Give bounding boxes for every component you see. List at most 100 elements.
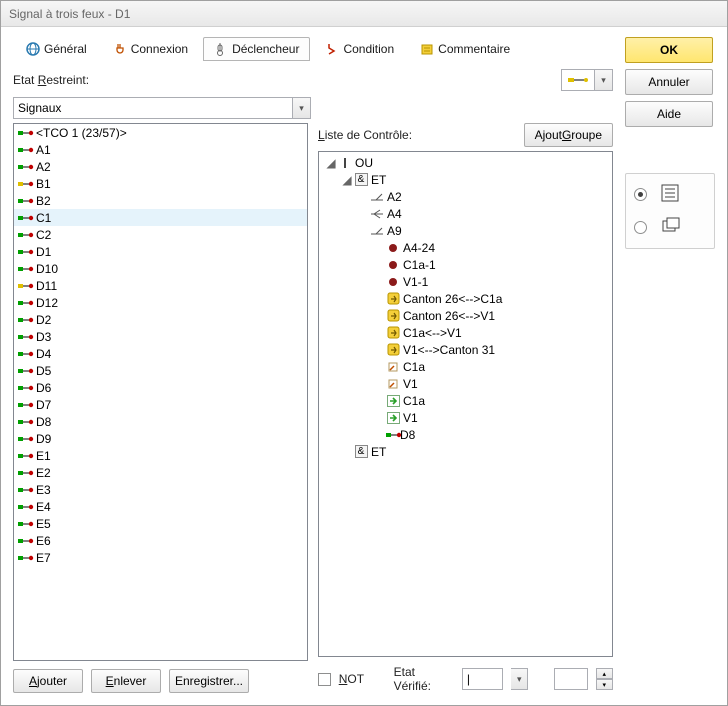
signal-item[interactable]: D12 [14,294,307,311]
signals-category-select[interactable]: Signaux [13,97,293,119]
signals-category-dropdown-button[interactable]: ▾ [293,97,311,119]
signal-item[interactable]: E4 [14,498,307,515]
tree-toggle-icon[interactable] [373,310,385,322]
signal-item[interactable]: D3 [14,328,307,345]
tree-item[interactable]: V1 [319,409,612,426]
tree-toggle-icon[interactable] [357,191,369,203]
signal-item-label: D7 [36,398,51,412]
tree-item[interactable]: C1a [319,358,612,375]
signal-item[interactable]: D2 [14,311,307,328]
signal-item[interactable]: D10 [14,260,307,277]
tree-toggle-icon[interactable] [373,327,385,339]
signal-item-label: D3 [36,330,51,344]
aide-button[interactable]: Aide [625,101,713,127]
signal-item[interactable]: D1 [14,243,307,260]
tree-item[interactable]: Canton 26<-->V1 [319,307,612,324]
signal-listbox[interactable]: <TCO 1 (23/57)>A1A2B1B2C1C2D1D10D11D12D2… [13,123,308,661]
tree-toggle-icon[interactable] [373,276,385,288]
tab-label: Commentaire [438,42,510,56]
tree-toggle-icon[interactable] [373,293,385,305]
tree-toggle-icon[interactable]: ◢ [325,157,337,169]
signal-icon [18,553,32,563]
tree-toggle-icon[interactable] [373,259,385,271]
spinner-up[interactable]: ▴ [596,668,613,679]
signal-item[interactable]: E5 [14,515,307,532]
tree-item[interactable]: ◢OU [319,154,612,171]
signal-item[interactable]: D7 [14,396,307,413]
spinner-down[interactable]: ▾ [596,679,613,690]
signal-item[interactable]: E1 [14,447,307,464]
signal-item[interactable]: B1 [14,175,307,192]
tree-item[interactable]: ◢&ET [319,171,612,188]
signal-item[interactable]: D9 [14,430,307,447]
tab-connexion[interactable]: Connexion [102,37,199,61]
signal-item[interactable]: D8 [14,413,307,430]
signal-item[interactable]: E2 [14,464,307,481]
tab-commentaire[interactable]: Commentaire [409,37,521,61]
enlever-button[interactable]: Enlever [91,669,161,693]
note-icon [420,42,434,56]
tree-item[interactable]: &ET [319,443,612,460]
signal-item[interactable]: A2 [14,158,307,175]
tree-toggle-icon[interactable] [373,344,385,356]
signal-item[interactable]: E6 [14,532,307,549]
tab-general[interactable]: Général [15,37,98,61]
option-row-2 [634,217,706,238]
tree-toggle-icon[interactable] [341,446,353,458]
signal-item[interactable]: D4 [14,345,307,362]
ajout-groupe-button[interactable]: Ajout Groupe [524,123,613,147]
tree-item[interactable]: D8 [319,426,612,443]
tab-declencheur[interactable]: Déclencheur [203,37,310,61]
control-treebox[interactable]: ◢OU◢&ETA2A4A9A4-24C1a-1V1-1Canton 26<-->… [318,151,613,657]
tree-item[interactable]: V1<-->Canton 31 [319,341,612,358]
enregistrer-button[interactable]: Enregistrer... [169,669,249,693]
ajouter-button[interactable]: Ajouter [13,669,83,693]
tree-toggle-icon[interactable] [373,412,385,424]
signal-item-label: D4 [36,347,51,361]
signal-item[interactable]: B2 [14,192,307,209]
tree-toggle-icon[interactable] [357,208,369,220]
tree-toggle-icon[interactable] [373,395,385,407]
tree-toggle-icon[interactable] [373,361,385,373]
option-radio-2[interactable] [634,221,647,234]
tree-toggle-icon[interactable] [373,378,385,390]
tree-item[interactable]: C1a [319,392,612,409]
etat-restreint-value[interactable] [561,69,595,91]
option-radio-1[interactable] [634,188,647,201]
two-column-area: <TCO 1 (23/57)>A1A2B1B2C1C2D1D10D11D12D2… [13,123,613,693]
etat-verifie-spinner[interactable]: ▴▾ [596,668,613,690]
signal-item[interactable]: A1 [14,141,307,158]
signal-list-header[interactable]: <TCO 1 (23/57)> [14,124,307,141]
etat-restreint-select[interactable]: ▾ [561,69,613,91]
ok-button[interactable]: OK [625,37,713,63]
tab-condition[interactable]: Condition [314,37,405,61]
signal-item[interactable]: E3 [14,481,307,498]
tree-item[interactable]: C1a<-->V1 [319,324,612,341]
tree-item[interactable]: A9 [319,222,612,239]
signal-item-label: E4 [36,500,51,514]
signal-item-label: D9 [36,432,51,446]
tree-toggle-icon[interactable]: ◢ [341,174,353,186]
tree-item[interactable]: C1a-1 [319,256,612,273]
etat-verifie-num[interactable] [554,668,587,690]
tree-toggle-icon[interactable] [373,429,385,441]
annuler-button[interactable]: Annuler [625,69,713,95]
tree-item[interactable]: A4 [319,205,612,222]
etat-verifie-select[interactable]: | [462,668,503,690]
tree-item[interactable]: A2 [319,188,612,205]
tree-toggle-icon[interactable] [373,242,385,254]
etat-verifie-dropdown-button[interactable]: ▾ [511,668,529,690]
tree-toggle-icon[interactable] [357,225,369,237]
etat-restreint-dropdown-button[interactable]: ▾ [595,69,613,91]
tree-item[interactable]: V1-1 [319,273,612,290]
signal-item[interactable]: D5 [14,362,307,379]
tree-item[interactable]: A4-24 [319,239,612,256]
tree-item[interactable]: V1 [319,375,612,392]
signal-item[interactable]: E7 [14,549,307,566]
signal-item[interactable]: D6 [14,379,307,396]
not-checkbox[interactable] [318,673,331,686]
signal-item[interactable]: C1 [14,209,307,226]
tree-item[interactable]: Canton 26<-->C1a [319,290,612,307]
signal-item[interactable]: C2 [14,226,307,243]
signal-item[interactable]: D11 [14,277,307,294]
